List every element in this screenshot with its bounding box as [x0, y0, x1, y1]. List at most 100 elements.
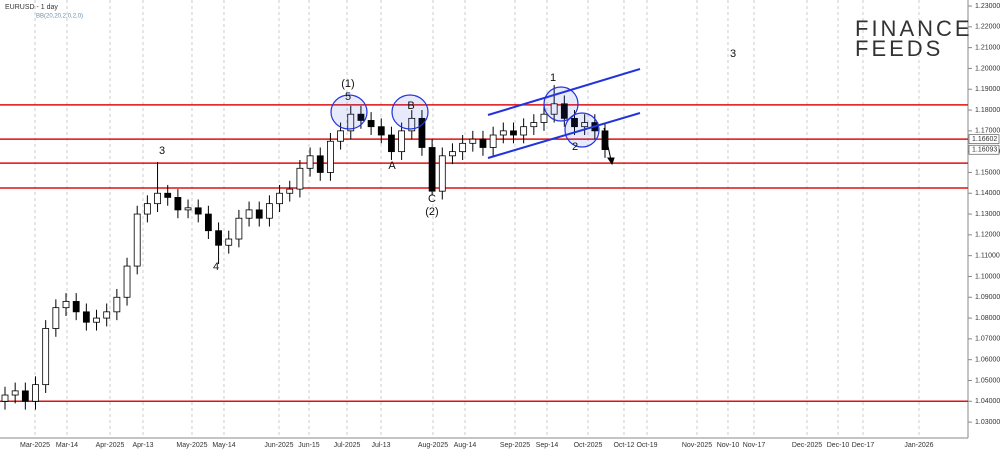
- candle-body: [571, 117, 578, 128]
- candle-body: [327, 140, 334, 173]
- x-tick-label: Sep-14: [536, 442, 559, 449]
- x-tick-label: Nov-17: [743, 442, 766, 449]
- arrow: [603, 127, 615, 166]
- y-tick-label: 1.06000: [975, 357, 1000, 364]
- x-tick-label: Dec-17: [852, 442, 875, 449]
- circle: [391, 94, 429, 130]
- price-label: 1.16093: [972, 147, 997, 154]
- candle-body: [499, 130, 507, 136]
- y-tick-label: 1.14000: [975, 190, 1000, 197]
- channel-line: [487, 68, 641, 116]
- candle-body: [469, 138, 477, 144]
- candle-body: [449, 151, 456, 157]
- y-tick-label: 1.21000: [975, 44, 1000, 51]
- y-tick-label: 1.10000: [975, 273, 1000, 280]
- channel-line: [487, 112, 641, 159]
- candle-body: [184, 207, 192, 211]
- wave-label: A: [388, 160, 396, 172]
- candle-body: [560, 103, 568, 119]
- candle-body: [520, 126, 528, 136]
- x-tick-label: Sep-2025: [500, 442, 530, 449]
- candle-body: [479, 138, 487, 148]
- candle-body: [235, 217, 243, 240]
- candles: [1, 85, 609, 410]
- candle-body: [103, 311, 111, 319]
- x-tick-label: Apr-2025: [96, 442, 125, 449]
- drawings: [330, 68, 641, 159]
- candle-body: [367, 120, 375, 128]
- candle-body: [123, 265, 131, 298]
- x-tick-label: May-2025: [176, 442, 207, 449]
- y-tick-label: 1.04000: [975, 398, 1000, 405]
- arrow-line: [603, 127, 612, 161]
- candle-body: [72, 301, 80, 313]
- y-tick-label: 1.15000: [975, 169, 1000, 176]
- y-tick-label: 1.08000: [975, 315, 1000, 322]
- wave-label: 1: [550, 72, 556, 84]
- candle-body: [174, 197, 182, 211]
- annotations: (1)5 B A C(2) 3 4 1 2 3: [159, 48, 736, 273]
- candle-body: [286, 188, 294, 194]
- candle-body: [32, 384, 39, 402]
- wave-label: (1): [341, 78, 354, 90]
- candle-body: [398, 130, 406, 153]
- wave-label: B: [407, 100, 414, 112]
- candle-body: [93, 317, 100, 323]
- x-tick-label: Apr-13: [132, 442, 153, 449]
- candle-body: [42, 328, 50, 386]
- candle-body: [438, 155, 446, 192]
- candle-body: [204, 213, 212, 232]
- candle-body: [510, 130, 517, 136]
- y-tick-label: 1.03000: [975, 419, 1000, 426]
- candle-body: [276, 192, 283, 205]
- candle-body: [215, 230, 222, 246]
- x-tick-label: Oct-12: [613, 442, 634, 449]
- logo-bottom: FEEDS: [855, 36, 943, 61]
- candle-body: [113, 296, 121, 313]
- y-tick-label: 1.19000: [975, 86, 1000, 93]
- candle-body: [357, 113, 365, 121]
- y-tick-label: 1.05000: [975, 377, 1000, 384]
- candle-body: [154, 192, 161, 205]
- candle-body: [1, 394, 9, 402]
- candle-body: [530, 122, 538, 128]
- candle-body: [337, 130, 344, 142]
- x-tick-label: Jun-15: [298, 442, 320, 449]
- candle-body: [377, 126, 385, 136]
- x-tick-label: May-14: [212, 442, 235, 449]
- price-label: 1.16602: [972, 136, 997, 143]
- y-tick-label: 1.11000: [975, 253, 1000, 260]
- indicator-label: BB(20,20,2,0,2,0): [36, 14, 83, 20]
- candle-body: [388, 134, 395, 153]
- candle-body: [550, 103, 558, 115]
- candle-body: [245, 209, 253, 219]
- chart-title: EURUSD - 1 day: [5, 4, 58, 11]
- x-tick-label: Dec-2025: [792, 442, 822, 449]
- x-tick-label: Jul-2025: [334, 442, 361, 449]
- x-tick-label: Jan-2026: [904, 442, 933, 449]
- candle-body: [255, 209, 263, 219]
- candle-body: [266, 203, 273, 219]
- candle-body: [489, 134, 497, 148]
- candle-body: [459, 142, 467, 153]
- candle-body: [581, 122, 589, 128]
- x-tick-label: Mar-2025: [20, 442, 50, 449]
- circle: [564, 112, 600, 148]
- candle-body: [347, 113, 355, 132]
- y-tick-label: 1.12000: [975, 232, 1000, 239]
- wave-label: C: [428, 193, 436, 205]
- candle-body: [306, 155, 314, 169]
- circle: [330, 94, 368, 130]
- y-tick-label: 1.23000: [975, 3, 1000, 10]
- y-tick-label: 1.07000: [975, 336, 1000, 343]
- wave-label: 4: [213, 261, 219, 273]
- candle-body: [143, 203, 151, 215]
- x-tick-label: Aug-2025: [418, 442, 448, 449]
- grid: 1.03000 1.04000 1.05000 1.06000 1.07000 1.080…: [20, 0, 1000, 449]
- candle-body: [418, 117, 426, 148]
- circle: [543, 86, 579, 122]
- x-tick-label: Nov-10: [717, 442, 740, 449]
- candle-body: [11, 390, 19, 396]
